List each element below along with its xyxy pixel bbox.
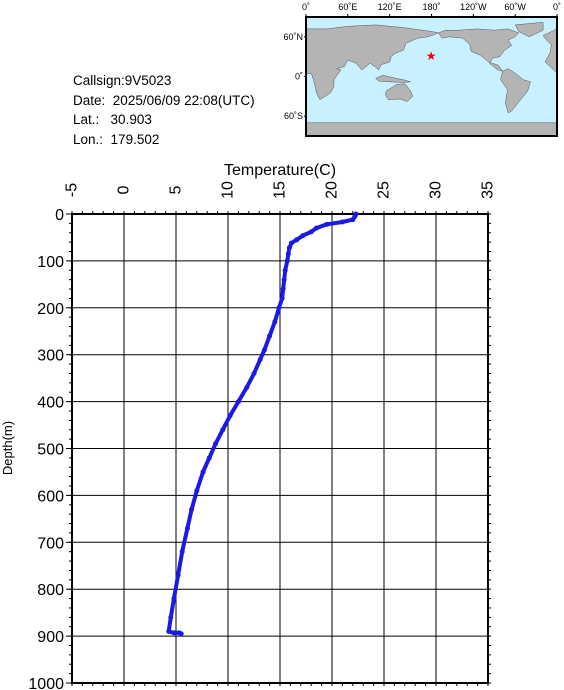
lat-label: Lat.: — [73, 112, 100, 127]
series-temperature — [166, 211, 359, 637]
y-tick-label: 200 — [37, 301, 64, 318]
y-axis-label: Depth(m) — [0, 421, 15, 475]
lon-label: Lon.: — [73, 131, 104, 147]
y-tick-label: 1000 — [28, 676, 64, 690]
greenland-landmass — [514, 22, 544, 38]
date-label: Date: — [73, 92, 106, 108]
data-point — [175, 572, 181, 578]
eurasia-africa-landmass — [305, 24, 440, 100]
data-point — [339, 219, 345, 225]
data-point — [313, 225, 319, 231]
y-tick-label: 700 — [37, 535, 64, 552]
map-lat-label: 60˚N — [283, 32, 303, 42]
x-tick-label: 15 — [272, 181, 289, 199]
map-lon-label: 60˚W — [504, 2, 526, 12]
data-point — [308, 229, 314, 235]
data-point — [257, 356, 263, 362]
north-america-landmass — [438, 28, 520, 72]
map-lon-label: 0˚ — [553, 2, 561, 12]
data-point — [272, 319, 278, 325]
y-tick-label: 600 — [37, 488, 64, 505]
data-point — [206, 455, 212, 461]
data-point — [284, 258, 290, 264]
data-point — [350, 217, 356, 223]
lon-value: 179.502 — [110, 131, 160, 147]
data-point — [189, 506, 195, 512]
y-tick-label: 900 — [37, 629, 64, 646]
map-marker: ★ — [426, 49, 437, 63]
date-line: Date: 2025/06/09 22:08(UTC) — [73, 91, 255, 111]
data-point — [282, 267, 288, 273]
station-info: Callsign:9V5023 Date: 2025/06/09 22:08(U… — [73, 71, 255, 149]
x-tick-label: 0 — [116, 185, 133, 194]
lon-line: Lon.: 179.502 — [73, 130, 255, 150]
south-america-landmass — [500, 68, 531, 114]
data-point — [279, 295, 285, 301]
location-star-icon: ★ — [426, 49, 437, 63]
lat-line: Lat.: 30.903 — [73, 110, 255, 130]
date-value: 2025/06/09 22:08(UTC) — [112, 92, 255, 108]
data-point — [288, 240, 294, 246]
x-tick-label: -5 — [64, 183, 81, 197]
data-point — [227, 413, 233, 419]
data-point — [213, 441, 219, 447]
data-point — [168, 614, 174, 620]
data-point — [220, 427, 226, 433]
y-tick-label: 100 — [37, 254, 64, 271]
map-lon-label: 0˚ — [302, 2, 310, 12]
map-lon-label: 120˚W — [460, 2, 487, 12]
data-point — [178, 631, 184, 637]
lat-value: 30.903 — [110, 112, 152, 127]
data-point — [324, 221, 330, 227]
y-tick-label: 500 — [37, 442, 64, 459]
map-lat-label: 0˚ — [295, 72, 303, 82]
data-point — [194, 488, 200, 494]
x-tick-label: 10 — [220, 181, 237, 199]
x-tick-label: 25 — [376, 181, 393, 199]
map-ticks: 0˚ 60˚E 120˚E 180˚ 120˚W 60˚W 0˚ 60˚N 0˚ 60˚S — [283, 2, 561, 121]
map-lon-label: 60˚E — [338, 2, 357, 12]
data-point — [244, 385, 250, 391]
map-lat-label: 60˚S — [284, 111, 303, 121]
data-point — [294, 237, 300, 243]
callsign-line: Callsign:9V5023 — [73, 71, 255, 91]
map-lon-label: 180˚ — [422, 2, 440, 12]
data-point — [285, 251, 291, 257]
data-point — [267, 333, 273, 339]
chart-grid — [71, 213, 489, 684]
data-point — [276, 305, 282, 311]
indonesia-landmass — [375, 74, 411, 83]
data-point — [171, 630, 177, 636]
data-point — [179, 549, 185, 555]
y-tick-label: 300 — [37, 348, 64, 365]
y-tick-label: 0 — [55, 207, 64, 224]
data-point — [184, 525, 190, 531]
y-tick-label: 400 — [37, 395, 64, 412]
callsign-value: 9V5023 — [124, 73, 172, 88]
x-tick-label: 5 — [168, 185, 185, 194]
axis-ticks: -5 0 5 10 15 20 25 30 35010020030040050060070080… — [28, 181, 496, 690]
data-point — [261, 347, 267, 353]
x-tick-label: 35 — [480, 181, 497, 199]
data-point — [281, 277, 287, 283]
callsign-label: Callsign: — [73, 73, 125, 88]
y-tick-label: 800 — [37, 582, 64, 599]
x-tick-label: 20 — [324, 181, 341, 199]
australia-landmass — [385, 83, 413, 102]
data-point — [300, 233, 306, 239]
temperature-line — [166, 212, 358, 636]
x-tick-label: 30 — [428, 181, 445, 199]
data-point — [171, 596, 177, 602]
data-point — [235, 399, 241, 405]
x-axis-label: Temperature(C) — [224, 162, 336, 179]
data-point — [251, 370, 257, 376]
data-point — [166, 628, 172, 634]
data-point — [280, 286, 286, 292]
data-point — [286, 245, 292, 251]
data-point — [200, 469, 206, 475]
map-lon-label: 120˚E — [378, 2, 402, 12]
